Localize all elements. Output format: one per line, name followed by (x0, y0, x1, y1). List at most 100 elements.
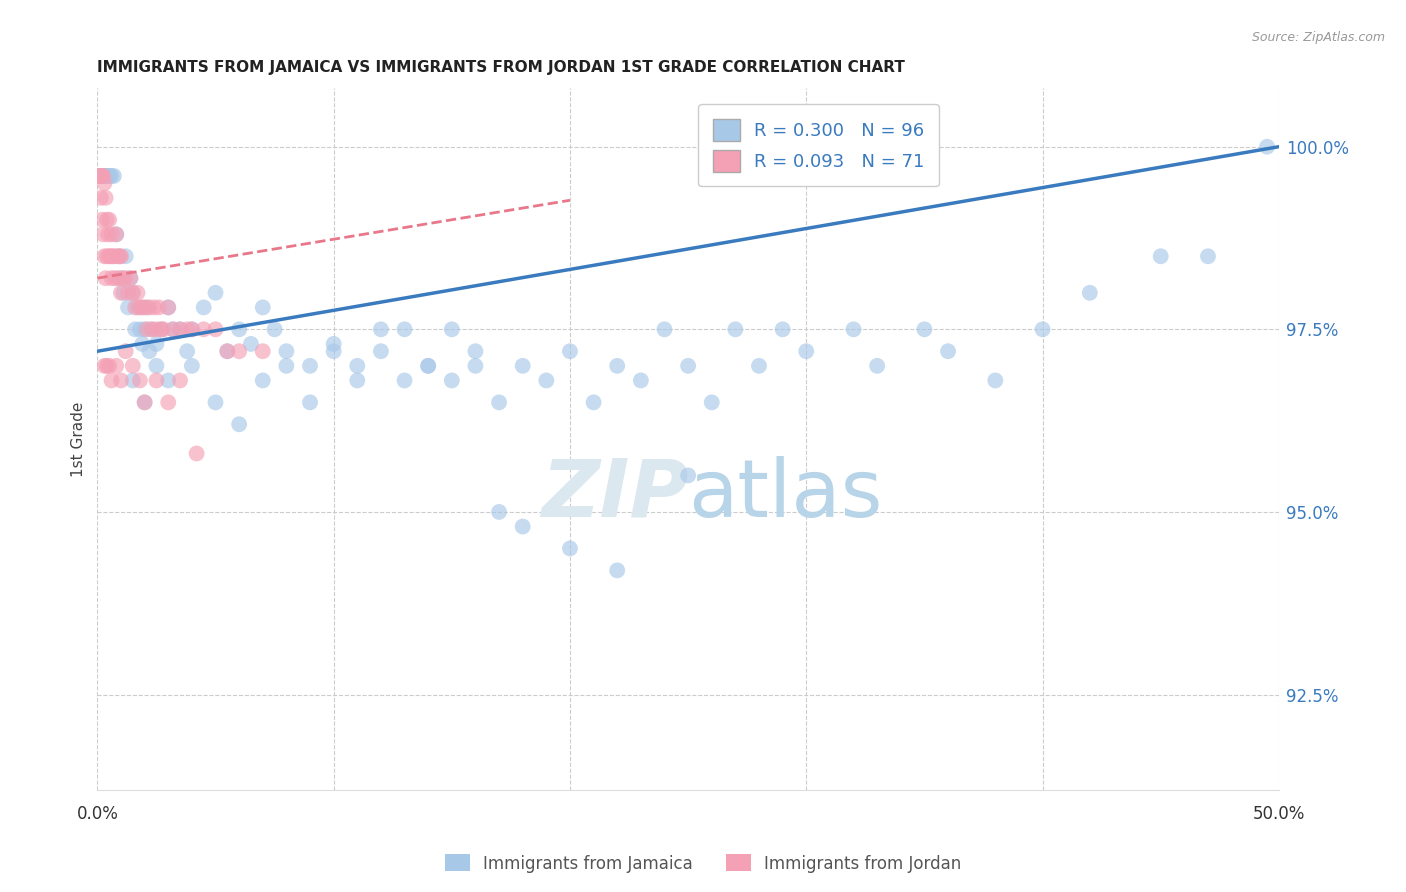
Point (124, 322, 146, 336)
Point (103, 169, 125, 183)
Point (94, 169, 117, 183)
Point (772, 322, 794, 336)
Point (193, 322, 215, 336)
Point (866, 359, 889, 373)
Point (108, 249, 131, 263)
Y-axis label: 1st Grade: 1st Grade (72, 401, 86, 476)
Point (157, 301, 180, 315)
Point (676, 359, 699, 373)
Point (582, 395, 605, 409)
Point (263, 322, 285, 336)
Point (217, 344, 239, 359)
Point (346, 359, 368, 373)
Point (98, 169, 121, 183)
Point (145, 374, 167, 388)
Point (606, 563, 628, 577)
Point (134, 395, 156, 409)
Point (394, 374, 416, 388)
Point (162, 322, 184, 336)
Text: Source: ZipAtlas.com: Source: ZipAtlas.com (1251, 31, 1385, 45)
Point (558, 541, 581, 556)
Point (136, 322, 159, 336)
Point (121, 285, 143, 300)
Point (117, 285, 139, 300)
Point (418, 359, 440, 373)
Point (138, 301, 160, 315)
Point (299, 359, 322, 373)
Point (91, 169, 114, 183)
Point (1197, 249, 1219, 263)
Text: atlas: atlas (688, 456, 883, 534)
Point (134, 301, 156, 315)
Point (676, 468, 699, 483)
Point (94, 271, 117, 285)
Point (912, 322, 935, 336)
Point (440, 374, 463, 388)
Point (558, 344, 581, 359)
Legend: R = 0.300   N = 96, R = 0.093   N = 71: R = 0.300 N = 96, R = 0.093 N = 71 (699, 104, 939, 186)
Point (299, 395, 322, 409)
Point (228, 417, 250, 432)
Point (100, 169, 122, 183)
Text: ZIP: ZIP (541, 456, 688, 534)
Point (110, 374, 132, 388)
Point (110, 271, 132, 285)
Point (97, 227, 120, 242)
Point (143, 301, 166, 315)
Point (606, 359, 628, 373)
Point (120, 271, 142, 285)
Point (105, 359, 128, 373)
Point (117, 301, 139, 315)
Point (180, 359, 202, 373)
Point (98, 169, 121, 183)
Point (127, 285, 149, 300)
Point (91, 212, 114, 227)
Point (87, 169, 110, 183)
Point (488, 395, 510, 409)
Point (127, 301, 149, 315)
Point (98, 212, 121, 227)
Point (157, 301, 180, 315)
Point (110, 285, 132, 300)
Point (150, 322, 173, 336)
Point (239, 337, 262, 351)
Point (512, 519, 534, 533)
Point (654, 322, 676, 336)
Point (145, 322, 167, 336)
Point (1256, 139, 1278, 153)
Legend: Immigrants from Jamaica, Immigrants from Jordan: Immigrants from Jamaica, Immigrants from… (437, 847, 969, 880)
Point (136, 301, 159, 315)
Point (114, 344, 136, 359)
Point (169, 322, 191, 336)
Point (370, 344, 392, 359)
Point (630, 374, 652, 388)
Point (346, 374, 368, 388)
Point (440, 322, 463, 336)
Point (228, 322, 250, 336)
Point (157, 395, 180, 409)
Point (193, 301, 215, 315)
Point (98, 249, 121, 263)
Text: IMMIGRANTS FROM JAMAICA VS IMMIGRANTS FROM JORDAN 1ST GRADE CORRELATION CHART: IMMIGRANTS FROM JAMAICA VS IMMIGRANTS FR… (97, 60, 905, 75)
Point (180, 322, 202, 336)
Point (252, 301, 274, 315)
Point (107, 271, 129, 285)
Point (93, 249, 115, 263)
Point (141, 322, 163, 336)
Point (98, 249, 121, 263)
Point (128, 301, 150, 315)
Point (112, 271, 135, 285)
Point (96, 359, 118, 373)
Point (1150, 249, 1173, 263)
Point (322, 337, 344, 351)
Point (105, 227, 128, 242)
Point (936, 344, 959, 359)
Point (176, 344, 198, 359)
Point (176, 322, 198, 336)
Point (512, 359, 534, 373)
Point (91, 169, 114, 183)
Point (103, 249, 125, 263)
Point (217, 344, 239, 359)
Point (228, 344, 250, 359)
Point (148, 301, 170, 315)
